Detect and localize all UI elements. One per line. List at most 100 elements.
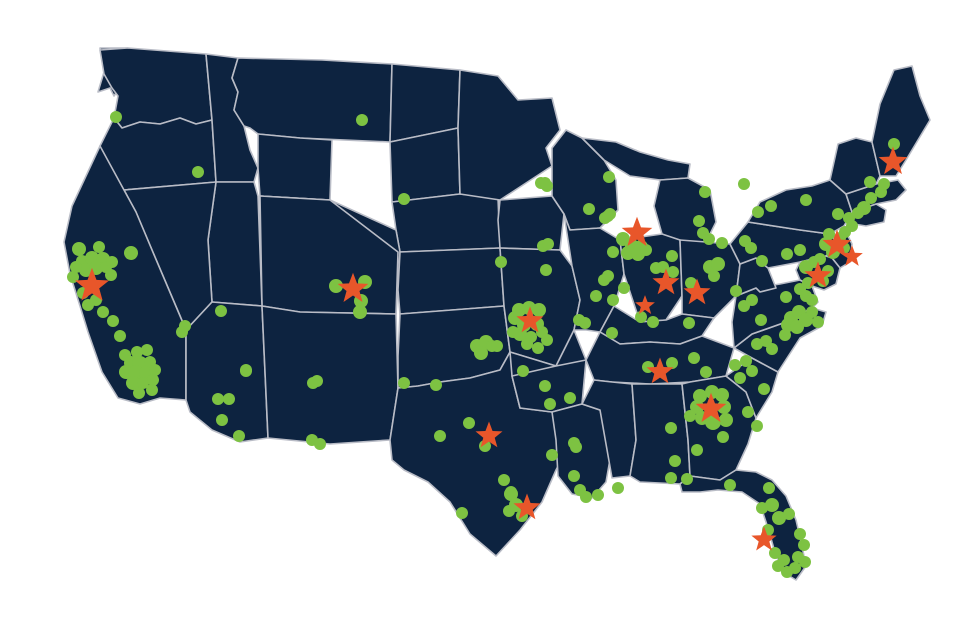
location-dot[interactable] bbox=[693, 215, 705, 227]
location-dot[interactable] bbox=[93, 241, 105, 253]
location-dot[interactable] bbox=[82, 299, 94, 311]
location-dot[interactable] bbox=[105, 269, 117, 281]
location-dot[interactable] bbox=[888, 138, 900, 150]
location-dot[interactable] bbox=[779, 329, 791, 341]
location-dot[interactable] bbox=[667, 266, 679, 278]
location-dot[interactable] bbox=[772, 511, 786, 525]
location-dot[interactable] bbox=[711, 257, 725, 271]
hub-star-marker[interactable] bbox=[840, 244, 864, 268]
location-dot[interactable] bbox=[546, 449, 558, 461]
location-dot[interactable] bbox=[192, 166, 204, 178]
location-dot[interactable] bbox=[729, 359, 741, 371]
location-dot[interactable] bbox=[665, 472, 677, 484]
location-dot[interactable] bbox=[746, 365, 758, 377]
location-dot[interactable] bbox=[666, 357, 678, 369]
location-dot[interactable] bbox=[124, 246, 138, 260]
location-dot[interactable] bbox=[110, 111, 122, 123]
hub-star-marker[interactable] bbox=[620, 215, 654, 249]
location-dot[interactable] bbox=[763, 482, 775, 494]
location-dot[interactable] bbox=[544, 398, 556, 410]
location-dot[interactable] bbox=[97, 306, 109, 318]
location-dot[interactable] bbox=[212, 393, 224, 405]
location-dot[interactable] bbox=[131, 346, 143, 358]
location-dot[interactable] bbox=[540, 264, 552, 276]
location-dot[interactable] bbox=[539, 380, 551, 392]
location-dot[interactable] bbox=[233, 430, 245, 442]
location-dot[interactable] bbox=[780, 291, 792, 303]
location-dot[interactable] bbox=[724, 479, 736, 491]
location-dot[interactable] bbox=[606, 327, 618, 339]
location-dot[interactable] bbox=[307, 377, 319, 389]
location-dot[interactable] bbox=[240, 365, 252, 377]
location-dot[interactable] bbox=[564, 392, 576, 404]
location-dot[interactable] bbox=[799, 556, 811, 568]
location-dot[interactable] bbox=[683, 317, 695, 329]
location-dot[interactable] bbox=[772, 560, 784, 572]
hub-star-marker[interactable] bbox=[474, 420, 504, 450]
location-dot[interactable] bbox=[539, 177, 551, 189]
location-dot[interactable] bbox=[666, 250, 678, 262]
location-dot[interactable] bbox=[681, 473, 693, 485]
location-dot[interactable] bbox=[133, 387, 145, 399]
location-dot[interactable] bbox=[794, 528, 806, 540]
location-dot[interactable] bbox=[758, 383, 770, 395]
location-dot[interactable] bbox=[647, 316, 659, 328]
location-dot[interactable] bbox=[474, 346, 488, 360]
location-dot[interactable] bbox=[717, 400, 731, 414]
location-dot[interactable] bbox=[72, 242, 86, 256]
location-dot[interactable] bbox=[356, 114, 368, 126]
hub-star-marker[interactable] bbox=[73, 266, 111, 304]
location-dot[interactable] bbox=[495, 256, 507, 268]
location-dot[interactable] bbox=[832, 208, 844, 220]
location-dot[interactable] bbox=[114, 330, 126, 342]
hub-star-marker[interactable] bbox=[515, 305, 545, 335]
location-dot[interactable] bbox=[812, 316, 824, 328]
location-dot[interactable] bbox=[612, 482, 624, 494]
location-dot[interactable] bbox=[684, 410, 696, 422]
location-dot[interactable] bbox=[794, 244, 806, 256]
hub-star-marker[interactable] bbox=[694, 391, 728, 425]
location-dot[interactable] bbox=[507, 326, 519, 338]
location-dot[interactable] bbox=[532, 303, 546, 317]
hub-star-marker[interactable] bbox=[682, 277, 712, 307]
hub-star-marker[interactable] bbox=[634, 294, 656, 316]
location-dot[interactable] bbox=[618, 282, 630, 294]
location-dot[interactable] bbox=[798, 539, 810, 551]
location-dot[interactable] bbox=[715, 388, 729, 402]
location-dot[interactable] bbox=[149, 364, 161, 376]
location-dot[interactable] bbox=[141, 344, 153, 356]
hub-star-marker[interactable] bbox=[336, 271, 370, 305]
location-dot[interactable] bbox=[504, 487, 518, 501]
location-dot[interactable] bbox=[635, 311, 647, 323]
location-dot[interactable] bbox=[67, 271, 79, 283]
hub-star-marker[interactable] bbox=[750, 525, 778, 553]
location-dot[interactable] bbox=[765, 200, 777, 212]
location-dot[interactable] bbox=[766, 343, 778, 355]
location-dot[interactable] bbox=[603, 171, 615, 183]
location-dot[interactable] bbox=[752, 206, 764, 218]
location-dot[interactable] bbox=[463, 417, 475, 429]
location-dot[interactable] bbox=[570, 441, 582, 453]
location-dot[interactable] bbox=[503, 505, 515, 517]
location-dot[interactable] bbox=[783, 508, 795, 520]
location-dot[interactable] bbox=[434, 430, 446, 442]
location-dot[interactable] bbox=[223, 393, 235, 405]
location-dot[interactable] bbox=[430, 379, 442, 391]
location-dot[interactable] bbox=[353, 305, 367, 319]
location-dot[interactable] bbox=[665, 422, 677, 434]
location-dot[interactable] bbox=[864, 176, 876, 188]
location-dot[interactable] bbox=[693, 389, 707, 403]
location-dot[interactable] bbox=[598, 274, 610, 286]
location-dot[interactable] bbox=[147, 374, 159, 386]
location-dot[interactable] bbox=[542, 238, 554, 250]
location-dot[interactable] bbox=[814, 253, 826, 265]
location-dot[interactable] bbox=[491, 340, 503, 352]
location-dot[interactable] bbox=[498, 474, 510, 486]
location-dot[interactable] bbox=[740, 355, 752, 367]
location-dot[interactable] bbox=[755, 314, 767, 326]
location-dot[interactable] bbox=[790, 320, 804, 334]
hub-star-marker[interactable] bbox=[803, 260, 833, 290]
location-dot[interactable] bbox=[106, 256, 118, 268]
location-dot[interactable] bbox=[742, 406, 754, 418]
location-dot[interactable] bbox=[700, 366, 712, 378]
